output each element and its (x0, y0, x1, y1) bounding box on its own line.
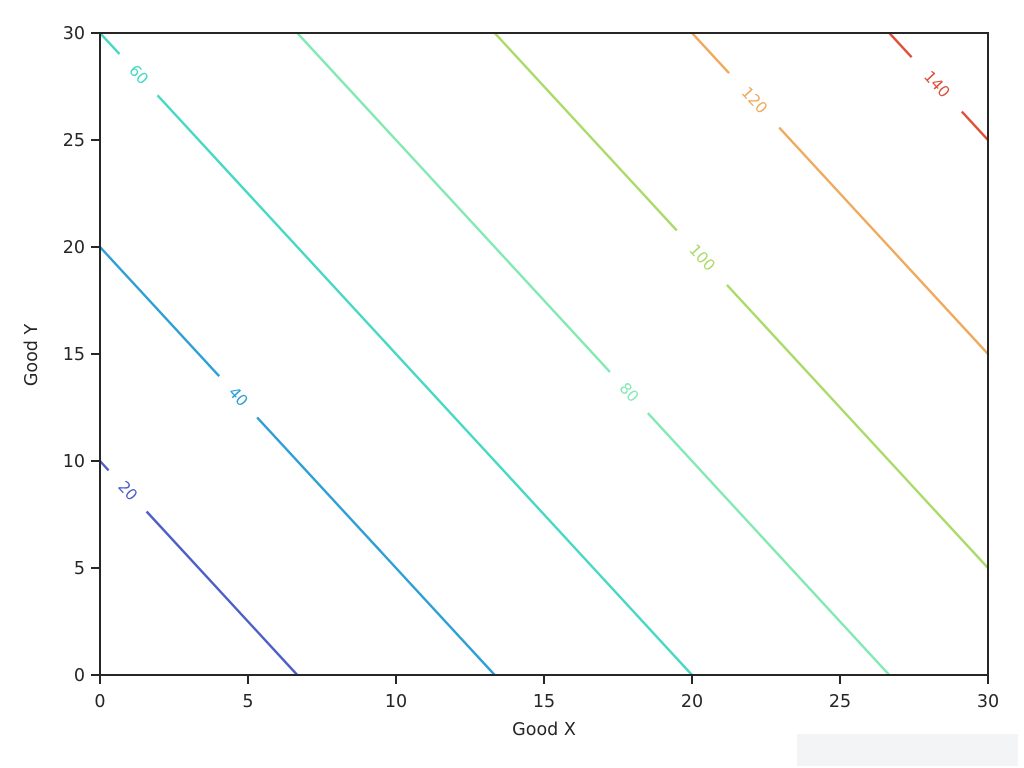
x-tick-label: 30 (977, 692, 999, 712)
contour-label-120: 120 (738, 83, 771, 117)
y-tick-label: 5 (74, 559, 85, 579)
contour-line-60 (156, 94, 693, 676)
contour-line-20 (145, 510, 299, 676)
y-tick-label: 25 (63, 131, 85, 151)
contour-label-20: 20 (114, 478, 141, 505)
x-axis-title: Good X (512, 720, 576, 740)
contour-line-20 (99, 460, 110, 472)
contour-line-40 (99, 246, 221, 378)
contour-line-60 (99, 32, 121, 55)
x-tick-label: 0 (94, 692, 105, 712)
y-axis-title: Good Y (22, 323, 42, 387)
contour-label-140: 140 (920, 67, 953, 101)
contour-line-80 (646, 412, 891, 676)
contour-label-80: 80 (616, 379, 643, 406)
contour-label-100: 100 (685, 241, 718, 275)
contour-line-100 (493, 32, 678, 232)
y-tick-label: 15 (63, 345, 85, 365)
x-tick-label: 20 (681, 692, 703, 712)
y-tick-label: 10 (63, 452, 85, 472)
x-tick-label: 15 (533, 692, 555, 712)
contour-line-40 (256, 416, 496, 676)
contour-line-140 (888, 32, 913, 59)
contour-line-140 (960, 110, 989, 141)
contour-label-60: 60 (125, 61, 152, 88)
contour-line-120 (691, 32, 730, 75)
y-tick-label: 0 (74, 666, 85, 686)
plot-border (99, 32, 989, 676)
contour-line-80 (296, 32, 611, 373)
contour-label-40: 40 (225, 383, 252, 410)
y-tick-label: 20 (63, 238, 85, 258)
x-tick-label: 25 (829, 692, 851, 712)
contour-line-100 (726, 284, 989, 569)
x-tick-label: 10 (385, 692, 407, 712)
contour-line-120 (778, 126, 989, 355)
corner-artifact (797, 734, 1018, 766)
x-tick-label: 5 (242, 692, 253, 712)
y-tick-label: 30 (63, 24, 85, 44)
